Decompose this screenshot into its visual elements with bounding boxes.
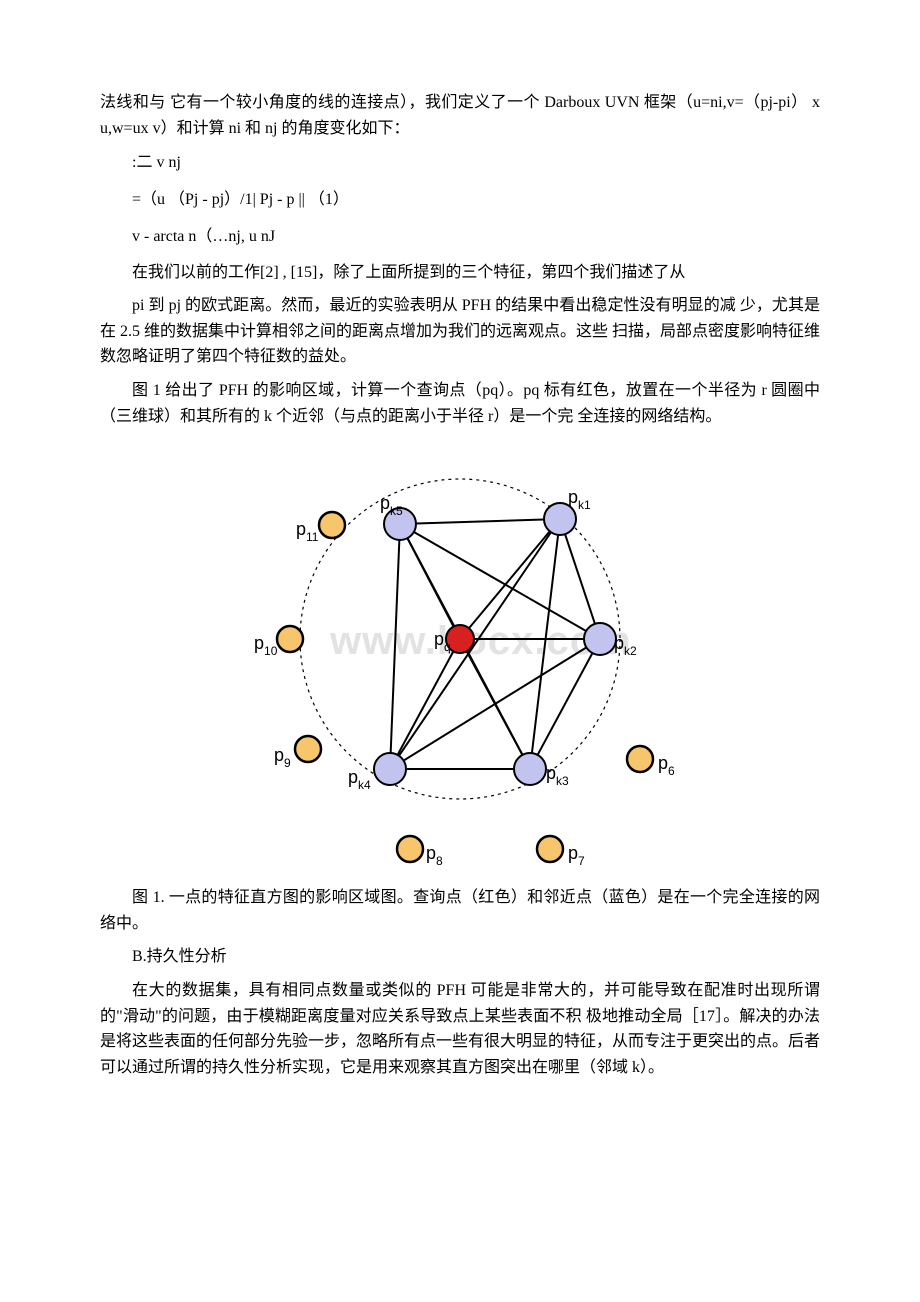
svg-text:p11: p11 — [296, 519, 319, 544]
paragraph-persistence: 在大的数据集，具有相同点数量或类似的 PFH 可能是非常大的，并可能导致在配准时… — [100, 978, 820, 1080]
svg-text:p6: p6 — [658, 753, 675, 778]
svg-text:p7: p7 — [568, 843, 585, 868]
equation-1: :二 v nj — [132, 149, 820, 178]
figure-1-caption: 图 1. 一点的特征直方图的影响区域图。查询点（红色）和邻近点（蓝色）是在一个完… — [100, 885, 820, 936]
svg-text:p10: p10 — [254, 633, 278, 658]
equation-2: =（u （Pj - pj）/1| Pj - p || （1） — [132, 186, 820, 215]
section-b-heading: B.持久性分析 — [100, 944, 820, 970]
figure-1-diagram: www.bocx.compk1pk2pk3pk4pk5pqp11p10p9p8p… — [100, 439, 820, 879]
network-svg: www.bocx.compk1pk2pk3pk4pk5pqp11p10p9p8p… — [200, 439, 720, 879]
paragraph-distance: pi 到 pj 的欧式距离。然而，最近的实验表明从 PFH 的结果中看出稳定性没… — [100, 293, 820, 370]
svg-text:pk4: pk4 — [348, 767, 371, 792]
paragraph-fig-intro: 图 1 给出了 PFH 的影响区域，计算一个查询点（pq）。pq 标有红色，放置… — [100, 378, 820, 429]
svg-text:pk5: pk5 — [380, 493, 403, 518]
paragraph-intro: 法线和与 它有一个较小角度的线的连接点），我们定义了一个 Darboux UVN… — [100, 90, 820, 141]
svg-text:p8: p8 — [426, 843, 443, 868]
svg-text:p9: p9 — [274, 745, 291, 770]
svg-text:pk3: pk3 — [546, 763, 569, 788]
equation-3: v - arcta n（…nj, u nJ — [132, 223, 820, 252]
paragraph-prev-work: 在我们以前的工作[2] , [15]，除了上面所提到的三个特征，第四个我们描述了… — [100, 260, 820, 286]
